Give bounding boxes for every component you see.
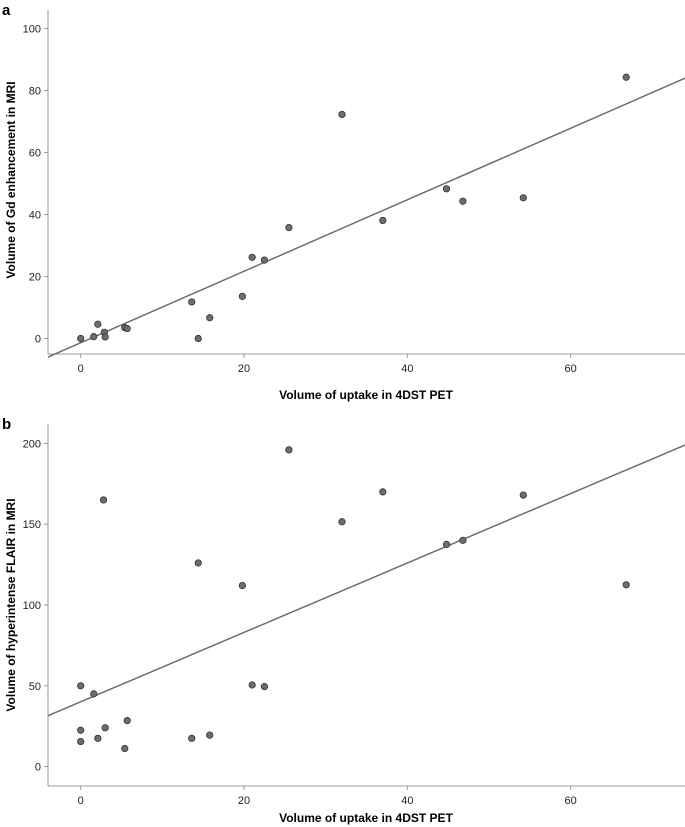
panel-b-data-point (379, 488, 387, 496)
panel-a-data-point (248, 253, 256, 261)
panel-a-data-point (338, 110, 346, 119)
panel-b-data-point (260, 683, 269, 691)
panel-a-x-tick-label: 0 (78, 363, 84, 375)
panel-a-data-point (260, 256, 269, 264)
panel-b-y-axis-title: Volume of hyperintense FLAIR in MRI (4, 498, 18, 711)
panel-b-data-point (77, 726, 85, 734)
panel-a-data-point (285, 223, 293, 232)
panel-a-y-axis-title: Volume of Gd enhancement in MRI (4, 81, 18, 278)
panel-b-data-point (459, 536, 467, 544)
panel-b-y-ticks: 0 50 100 150 200 (23, 438, 48, 774)
panel-b-data-points (77, 446, 630, 753)
panel-b-data-point (194, 559, 202, 567)
panel-b-data-point (285, 446, 293, 454)
panel-a-x-axis-title: Volume of uptake in 4DST PET (279, 388, 453, 402)
panel-b-data-point (338, 518, 346, 526)
panel-b-data-point (248, 681, 256, 689)
panel-a-data-point (379, 216, 387, 225)
panel-a-data-point (622, 73, 630, 81)
panel-b-data-point (99, 496, 108, 504)
panel-a-data-point (90, 333, 98, 341)
panel-a-data-point (94, 320, 102, 328)
panel-b-data-point (121, 744, 129, 753)
panel-a-data-point (188, 298, 196, 306)
panel-a-x-tick-label: 60 (565, 363, 577, 375)
panel-a-data-point (519, 194, 527, 202)
panel-a-y-tick-label: 60 (29, 148, 41, 160)
panel-b-data-point (238, 582, 246, 590)
panel-b-x-tick-label: 40 (401, 795, 413, 807)
panel-a-x-tick-label: 20 (238, 363, 250, 375)
panel-b-y-tick-label: 0 (35, 762, 41, 774)
panel-b-data-point (77, 682, 85, 690)
panel-a-data-point (194, 334, 202, 343)
panel-a-data-point (442, 185, 451, 193)
panel-a-y-ticks: 0 20 40 60 80 100 (23, 24, 48, 346)
panel-b-data-point (94, 734, 102, 742)
panel-b-data-point (206, 731, 214, 739)
panel-b-y-tick-label: 200 (23, 438, 41, 450)
panel-b-x-axis-title: Volume of uptake in 4DST PET (279, 811, 453, 825)
panel-b-data-point (101, 724, 109, 732)
panel-a-y-tick-label: 80 (29, 86, 41, 98)
panel-b-data-point (519, 491, 527, 499)
panel-b-x-tick-label: 0 (78, 795, 84, 807)
panel-b-data-point (188, 734, 196, 742)
panel-a-x-ticks: 0 20 40 60 (78, 354, 577, 375)
panel-b-y-tick-label: 150 (23, 519, 41, 531)
panel-b-scatter-chart: b 0 50 100 150 200 0 20 40 60 Volume of uptake … (2, 416, 685, 825)
panel-b-y-tick-label: 50 (29, 681, 41, 693)
panel-a-y-tick-label: 20 (29, 272, 41, 284)
panel-a-data-point (459, 197, 467, 205)
panel-a-letter: a (2, 2, 11, 19)
panel-b-regression-line (47, 444, 685, 717)
panel-a-data-points (77, 73, 630, 343)
panel-b-x-ticks: 0 20 40 60 (78, 786, 577, 807)
panel-a-data-point (206, 314, 214, 322)
panel-a-scatter-chart: a 0 20 40 60 80 100 0 20 40 60 Volume of uptake … (2, 2, 685, 402)
panel-a-data-point (123, 324, 131, 333)
panel-a-y-tick-label: 40 (29, 210, 41, 222)
panel-b-data-point (77, 737, 85, 746)
panel-b-x-tick-label: 60 (565, 795, 577, 807)
panel-a-x-tick-label: 40 (401, 363, 413, 375)
panel-b-y-tick-label: 100 (23, 600, 41, 612)
panel-a-y-tick-label: 100 (23, 24, 41, 36)
panel-a-data-point (77, 334, 85, 343)
panel-b-data-point (90, 690, 98, 698)
panel-a-y-tick-label: 0 (35, 334, 41, 346)
panel-a-regression-line (47, 77, 685, 358)
panel-b-letter: b (2, 416, 11, 433)
panel-b-data-point (442, 540, 451, 548)
panel-a-data-point (101, 333, 109, 341)
panel-b-data-point (123, 716, 131, 725)
panel-a-data-point (238, 292, 246, 300)
panel-b-x-tick-label: 20 (238, 795, 250, 807)
panel-b-data-point (622, 581, 630, 589)
